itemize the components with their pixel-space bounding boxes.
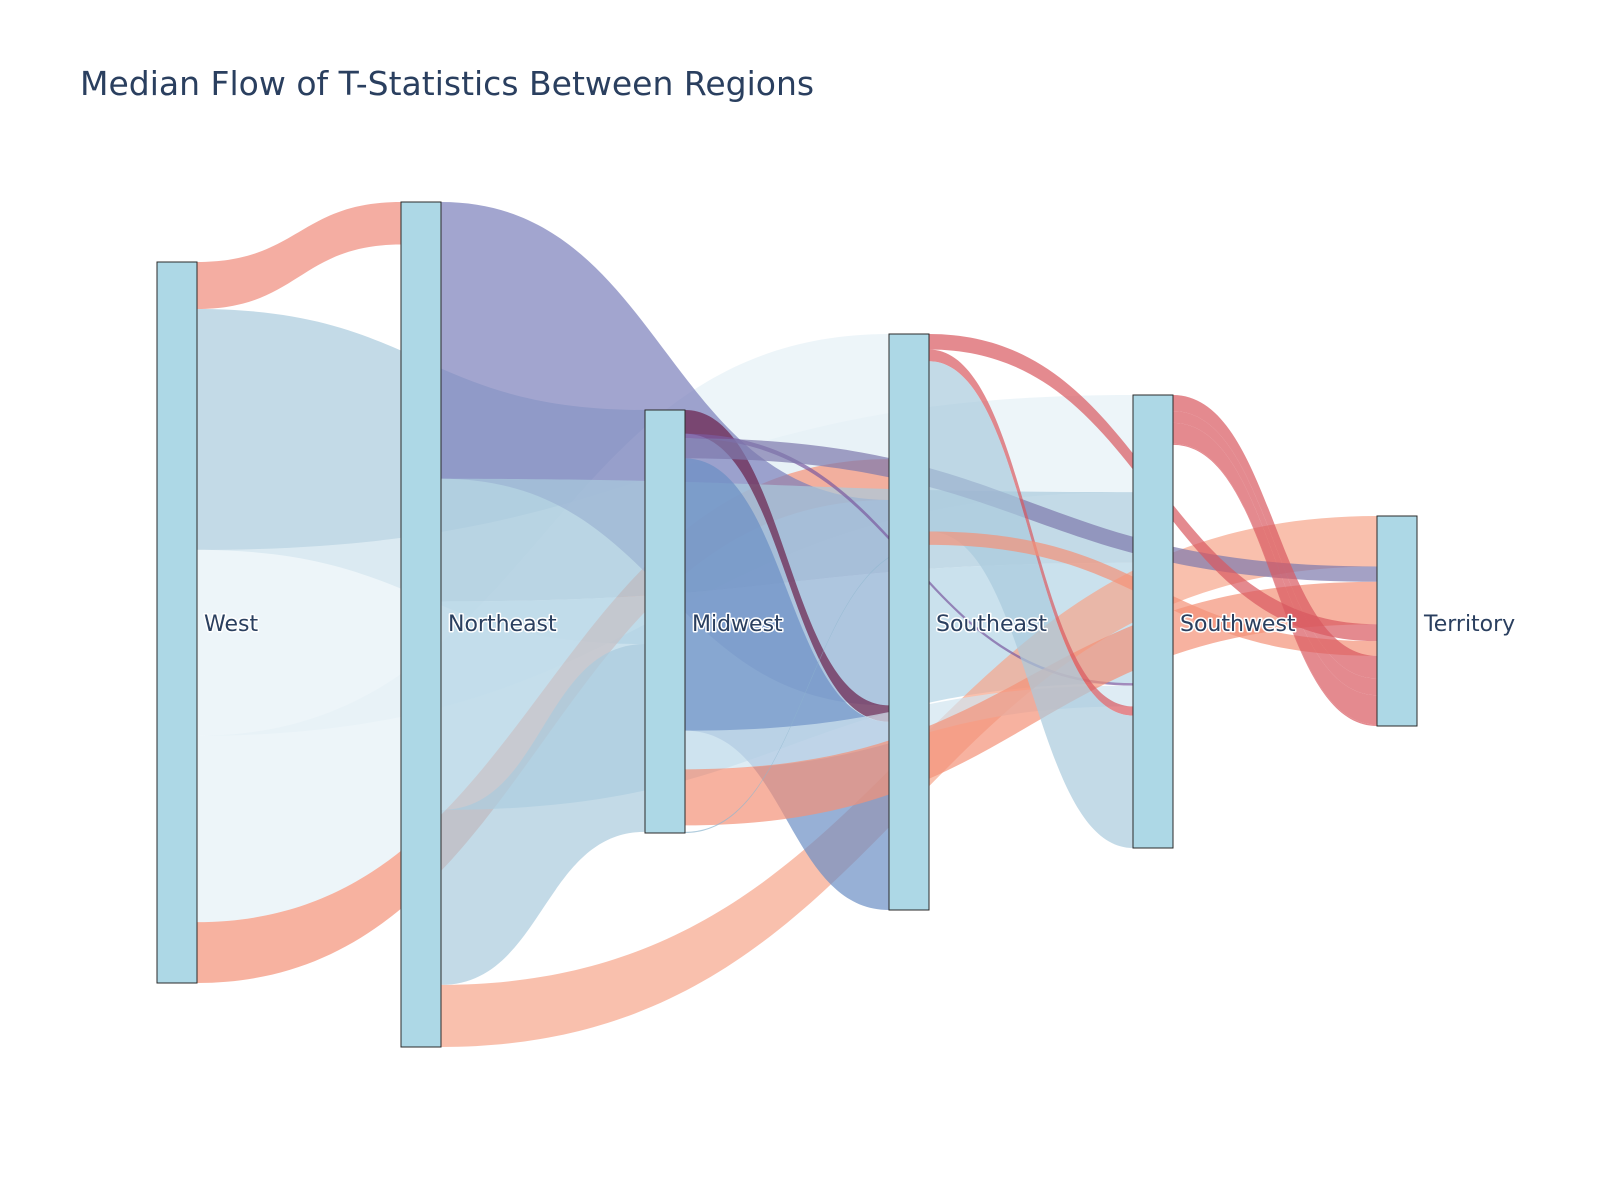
node-southwest[interactable] bbox=[1132, 394, 1174, 849]
link-southeast-to-southwest[interactable] bbox=[929, 349, 1133, 716]
node-label-southeast: Southeast bbox=[936, 612, 1047, 637]
node-territory[interactable] bbox=[1376, 515, 1418, 727]
link-midwest-to-territory[interactable] bbox=[685, 438, 1377, 582]
node-label-territory: Territory bbox=[1423, 612, 1515, 637]
node-west[interactable] bbox=[156, 261, 198, 984]
sankey-labels: West Northeast Midwest Southeast Southwest Te… bbox=[203, 611, 1517, 639]
link-northeast-to-midwest[interactable] bbox=[441, 644, 645, 985]
chart-title: Median Flow of T-Statistics Between Regi… bbox=[80, 64, 815, 103]
sankey-nodes bbox=[156, 201, 1418, 1048]
node-label-west: West bbox=[204, 612, 258, 637]
node-northeast[interactable] bbox=[400, 201, 442, 1048]
link-southeast-to-midwest[interactable] bbox=[685, 544, 929, 833]
link-west-to-northeast[interactable] bbox=[197, 202, 401, 310]
link-southwest-to-territory[interactable] bbox=[1173, 422, 1377, 725]
link-southeast-to-southwest[interactable] bbox=[929, 361, 1133, 848]
node-label-southwest: Southwest bbox=[1180, 612, 1296, 637]
node-midwest[interactable] bbox=[644, 409, 686, 834]
link-southwest-to-territory[interactable] bbox=[1173, 411, 1377, 696]
link-midwest-to-territory[interactable] bbox=[685, 581, 1377, 826]
link-southwest-to-territory[interactable] bbox=[1173, 443, 1377, 726]
link-southwest-to-territory[interactable] bbox=[1173, 395, 1377, 679]
node-label-northeast: Northeast bbox=[448, 612, 557, 637]
link-midwest-to-southeast[interactable] bbox=[685, 410, 889, 722]
node-label-midwest: Midwest bbox=[692, 612, 783, 637]
node-southeast[interactable] bbox=[888, 333, 930, 911]
